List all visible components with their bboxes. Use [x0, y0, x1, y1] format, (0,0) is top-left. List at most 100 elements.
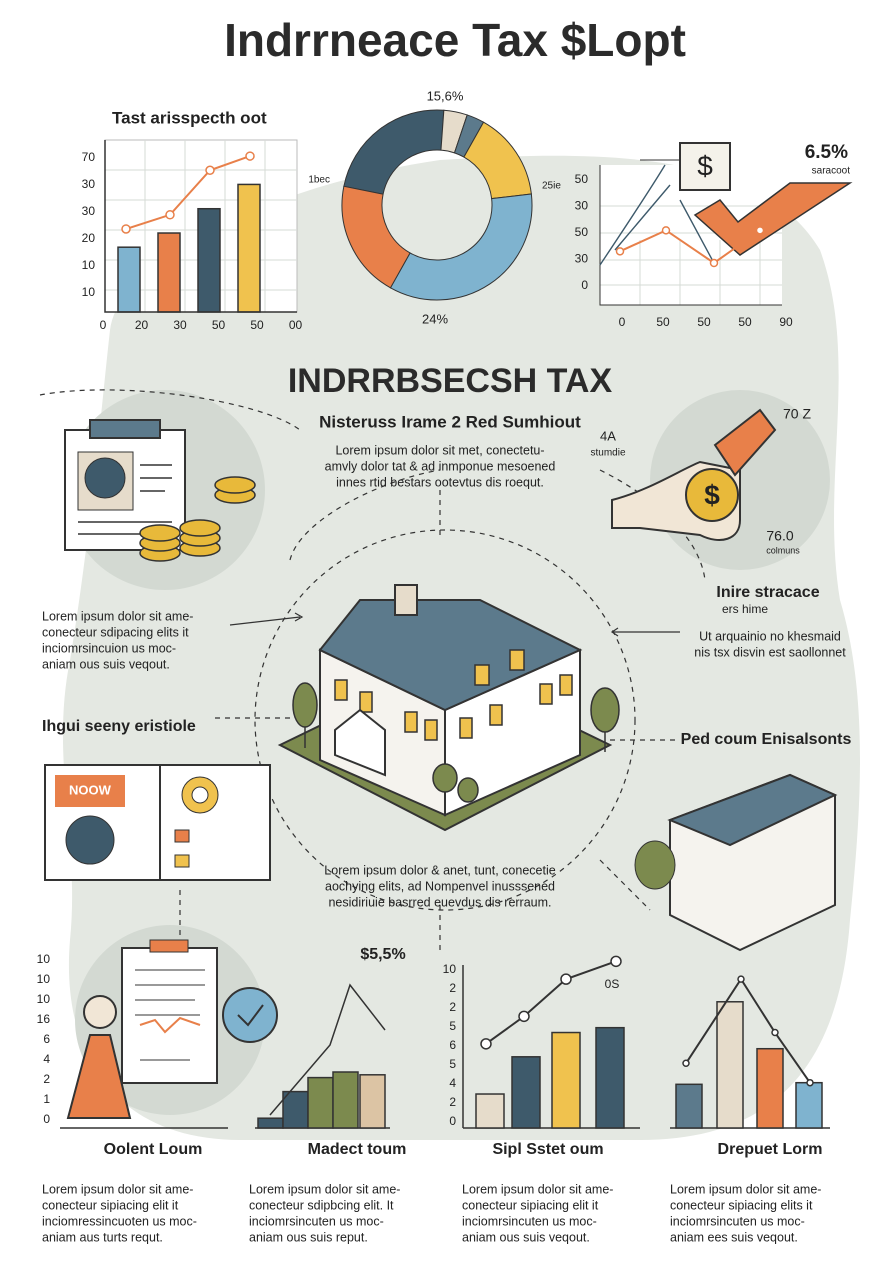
point: [615, 247, 625, 256]
bar: [716, 1001, 744, 1129]
subheading: Nisteruss Irame 2 Red Sumhiout: [319, 412, 581, 431]
y-tick-label: 6: [43, 1032, 50, 1046]
coins: [139, 476, 256, 562]
check-badge: [222, 987, 278, 1043]
hand-label: 4A: [600, 428, 616, 443]
y-tick-label: 2: [449, 981, 456, 995]
check-badge-mark: [237, 1004, 264, 1027]
axis: [104, 140, 297, 313]
donut-label: 24%: [422, 311, 448, 326]
bar: [595, 1026, 625, 1129]
book-pie-hole: [191, 786, 209, 804]
bar: [756, 1047, 784, 1129]
bar: [307, 1076, 334, 1129]
chimney: [394, 584, 418, 616]
point: [518, 1010, 530, 1023]
point: [121, 224, 131, 234]
y-tick-label: 30: [575, 252, 589, 266]
bar: [197, 207, 221, 313]
paragraph: conecteur sdipbcing elit. It: [249, 1198, 394, 1212]
y-tick-label: 30: [575, 199, 589, 213]
sleeve: [713, 408, 777, 477]
building-roof: [667, 773, 838, 847]
x-tick-label: 20: [135, 318, 149, 332]
x-tick-label: 30: [173, 318, 187, 332]
paragraph: inciomrsincuten us moc-: [462, 1214, 597, 1228]
y-tick-label: 50: [575, 225, 589, 239]
dollar-icon: $: [697, 150, 713, 181]
y-tick-label: 70: [82, 150, 96, 164]
donut-slice: [341, 185, 411, 289]
x-tick-label: 50: [212, 318, 226, 332]
paragraph: conecteur sdipacing elits it: [42, 625, 189, 639]
dollar-box: [679, 142, 731, 191]
column-title: Sipl Sstet oum: [492, 1141, 603, 1158]
y-tick-label: 5: [449, 1019, 456, 1033]
y-tick-label: 10: [82, 258, 96, 272]
portico: [334, 708, 386, 777]
axis: [599, 165, 782, 306]
y-tick-label: 0: [449, 1114, 456, 1128]
paragraph: Lorem ipsum dolor sit ame-: [42, 1182, 193, 1196]
chart-caption: saracoot: [812, 166, 851, 177]
paragraph: aniam ous suis veqout.: [42, 657, 170, 671]
hub-ring: [254, 529, 636, 911]
paragraph: aochying elits, ad Nompenvel inusssened: [325, 879, 555, 893]
coin: [685, 468, 739, 522]
y-tick-label: 50: [575, 172, 589, 186]
point: [610, 955, 622, 968]
clip: [89, 419, 161, 439]
chart-value: 6.5%: [805, 142, 848, 163]
x-tick-label: 0: [619, 315, 626, 329]
y-tick-label: 5: [449, 1057, 456, 1071]
x-tick-label: 0: [100, 318, 107, 332]
bar: [332, 1071, 359, 1129]
column-title: Drepuet Lorm: [718, 1141, 823, 1158]
paragraph: Lorem ipsum dolor sit ame-: [42, 609, 193, 623]
person: [66, 1034, 132, 1119]
line: [125, 155, 251, 230]
windows: [334, 649, 573, 741]
y-tick-label: 2: [449, 1095, 456, 1109]
paragraph: aniam ous suis veqout.: [462, 1230, 590, 1244]
heading: INDRRBSECSH TAX: [288, 362, 613, 400]
chart-title: Tast arisspecth oot: [112, 108, 267, 127]
clip-lines: [135, 969, 205, 1061]
y-tick-label: 0: [581, 278, 588, 292]
x-tick-label: 50: [697, 315, 711, 329]
paragraph: innes rtid bestars ootevtus dis roequt.: [336, 475, 544, 489]
donut-slice: [389, 193, 533, 301]
clip-spark: [139, 1016, 201, 1034]
trees: [292, 682, 620, 803]
bar: [359, 1074, 386, 1129]
roof: [318, 599, 583, 712]
checkbox: [174, 854, 190, 868]
line: [485, 960, 617, 1045]
point: [560, 973, 572, 985]
point: [737, 975, 745, 983]
paragraph: inciomressincuoten us moc-: [42, 1214, 197, 1228]
point: [771, 1028, 779, 1037]
y-tick-label: 10: [443, 962, 457, 976]
y-tick-label: 4: [449, 1076, 456, 1090]
paragraph: Lorem ipsum dolor sit met, conectetu-: [335, 443, 544, 457]
x-tick-label: 50: [738, 315, 752, 329]
person-head: [83, 995, 117, 1029]
arrow: [229, 612, 680, 637]
paragraph: Ut arquainio no khesmaid: [699, 629, 841, 643]
paragraph: Lorem ipsum dolor sit ame-: [462, 1182, 613, 1196]
title: Indrrneace Tax $Lopt: [224, 14, 686, 66]
y-tick-label: 0: [43, 1112, 50, 1126]
paragraph: Lorem ipsum dolor & anet, tunt, coneceti…: [324, 863, 555, 877]
trend-arrow: [269, 983, 386, 1116]
paragraph: aniam ees suis veqout.: [670, 1230, 798, 1244]
column-title: Madect toum: [308, 1141, 407, 1158]
hand-label: 76.0: [766, 528, 793, 544]
coin-symbol: $: [704, 479, 720, 510]
connector: [39, 389, 706, 950]
bar: [282, 1090, 309, 1129]
y-tick-label: 16: [37, 1012, 51, 1026]
paragraph: conecteur sipiacing elit it: [42, 1198, 179, 1212]
book-tag-text: NOOW: [69, 782, 112, 797]
